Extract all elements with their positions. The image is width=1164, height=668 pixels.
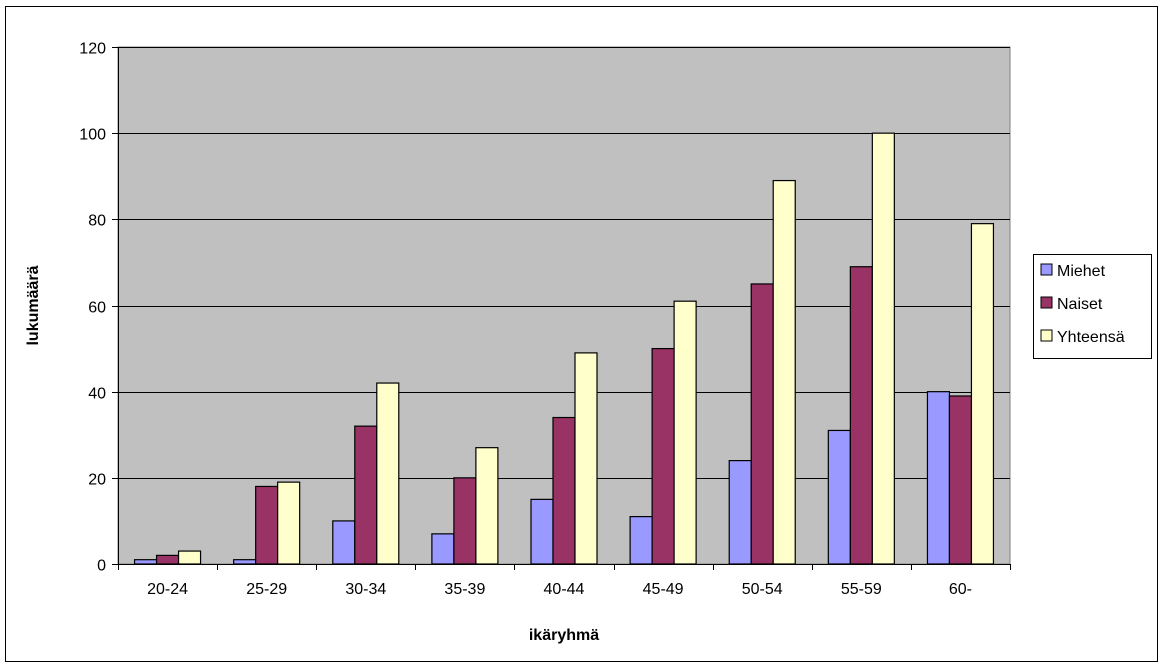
legend-box bbox=[1033, 254, 1152, 359]
bar-naiset bbox=[255, 485, 279, 565]
bar-yhteensä bbox=[574, 352, 598, 565]
bars bbox=[133, 132, 995, 565]
legend: Miehet Naiset Yhteensä bbox=[1033, 254, 1152, 359]
gridlines bbox=[118, 47, 1010, 479]
y-tick-label: 20 bbox=[88, 472, 106, 489]
bar-naiset bbox=[948, 395, 973, 565]
bar-miehet bbox=[431, 533, 455, 565]
x-tick-label: 55-59 bbox=[841, 581, 882, 598]
y-tick-label: 80 bbox=[88, 213, 106, 230]
x-tick-label: 25-29 bbox=[246, 581, 287, 598]
bar-miehet bbox=[629, 516, 653, 565]
x-axis-title: ikäryhmä bbox=[529, 627, 599, 644]
y-tick-label: 60 bbox=[88, 300, 106, 317]
y-tick-label: 40 bbox=[88, 386, 106, 403]
bar-miehet bbox=[133, 559, 158, 565]
legend-label: Naiset bbox=[1057, 296, 1103, 313]
bar-yhteensä bbox=[376, 382, 400, 565]
legend-label: Yhteensä bbox=[1057, 329, 1125, 346]
bar-miehet bbox=[530, 498, 554, 565]
bar-naiset bbox=[155, 554, 180, 565]
x-tick-label: 35-39 bbox=[444, 581, 485, 598]
axes: 0 20 40 60 80 100 120 20-24 25-29 30-34 35-39 40-44… bbox=[79, 41, 1011, 598]
legend-swatch bbox=[1040, 329, 1053, 342]
x-tick-label: 45-49 bbox=[643, 581, 684, 598]
y-tick-label: 100 bbox=[79, 127, 106, 144]
bar-miehet bbox=[926, 391, 951, 565]
bar-yhteensä bbox=[871, 132, 895, 565]
bar-yhteensä bbox=[475, 447, 499, 565]
bar-yhteensä bbox=[277, 481, 301, 565]
x-tick-label: 60- bbox=[949, 581, 972, 598]
legend-swatch bbox=[1040, 263, 1053, 276]
x-tick-label: 50-54 bbox=[742, 581, 783, 598]
bar-miehet bbox=[332, 520, 356, 565]
bar-miehet bbox=[728, 460, 752, 565]
y-tick-label: 0 bbox=[97, 558, 106, 575]
bar-miehet bbox=[827, 429, 851, 565]
bar-yhteensä bbox=[673, 300, 697, 565]
bar-naiset bbox=[354, 425, 378, 565]
legend-label: Miehet bbox=[1057, 263, 1106, 280]
bar-miehet bbox=[233, 559, 257, 565]
x-tick-label: 30-34 bbox=[345, 581, 386, 598]
x-tick-label: 20-24 bbox=[147, 581, 188, 598]
bar-naiset bbox=[750, 283, 774, 565]
y-axis-title: lukumäärä bbox=[25, 265, 42, 345]
bar-naiset bbox=[849, 266, 873, 565]
bar-yhteensä bbox=[970, 223, 995, 565]
bar-naiset bbox=[651, 347, 675, 565]
x-tick-label: 40-44 bbox=[544, 581, 585, 598]
y-tick-label: 120 bbox=[79, 41, 106, 58]
bar-naiset bbox=[453, 477, 477, 565]
legend-swatch bbox=[1040, 296, 1053, 309]
bar-yhteensä bbox=[177, 550, 202, 565]
bar-yhteensä bbox=[772, 179, 796, 565]
bar-naiset bbox=[552, 416, 576, 565]
